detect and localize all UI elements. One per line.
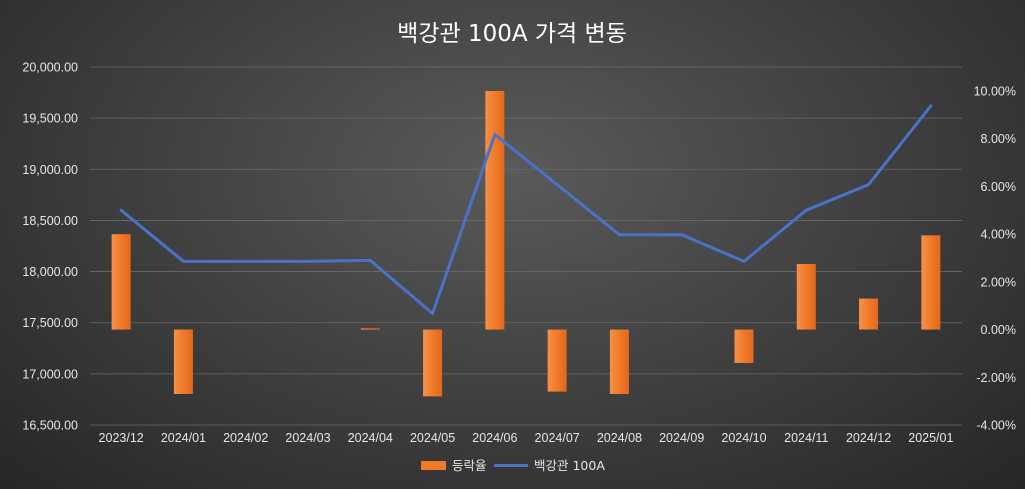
right-tick-label: -4.00% <box>976 419 1016 433</box>
right-tick-label: 4.00% <box>981 228 1016 242</box>
x-axis: 2023/12 2024/01 2024/02 2024/03 2024/04 2024/… <box>99 431 954 445</box>
legend: 등락율 백강관 100A <box>421 458 605 473</box>
x-tick-label: 2024/08 <box>597 431 642 445</box>
legend-label-price: 백강관 100A <box>534 458 605 473</box>
left-tick-label: 19,000.00 <box>22 163 78 177</box>
chart-title: 백강관 100A 가격 변동 <box>397 21 627 47</box>
left-tick-label: 17,500.00 <box>22 316 78 330</box>
bar <box>111 234 131 330</box>
bar <box>921 235 941 330</box>
legend-swatch-bar <box>421 461 446 470</box>
bar <box>859 298 879 330</box>
x-tick-label: 2025/01 <box>908 431 953 445</box>
left-tick-label: 17,000.00 <box>22 367 78 381</box>
left-tick-label: 19,500.00 <box>22 112 78 126</box>
x-tick-label: 2024/03 <box>285 431 330 445</box>
right-y-axis: -4.00% -2.00% 0.00% 2.00% 4.00% 6.00% 8.00% 10.… <box>974 85 1016 433</box>
right-tick-label: 8.00% <box>981 132 1016 146</box>
left-tick-label: 18,500.00 <box>22 214 78 228</box>
x-tick-label: 2024/06 <box>472 431 517 445</box>
x-tick-label: 2024/01 <box>161 431 206 445</box>
bar <box>734 329 754 363</box>
line-series-price <box>119 104 933 316</box>
x-tick-label: 2024/11 <box>784 431 828 445</box>
gridlines <box>90 66 962 426</box>
right-tick-label: -2.00% <box>976 371 1016 385</box>
bar-series-rate <box>111 91 941 397</box>
x-tick-label: 2024/05 <box>410 431 455 445</box>
x-tick-label: 2023/12 <box>99 431 144 445</box>
bar <box>547 329 567 392</box>
bar <box>796 263 816 330</box>
x-tick-label: 2024/09 <box>659 431 704 445</box>
right-tick-label: 0.00% <box>981 323 1016 337</box>
x-tick-label: 2024/07 <box>535 431 580 445</box>
right-tick-label: 10.00% <box>974 85 1016 99</box>
left-tick-label: 18,000.00 <box>22 265 78 279</box>
x-tick-label: 2024/12 <box>846 431 891 445</box>
x-tick-label: 2024/10 <box>721 431 766 445</box>
bar <box>485 91 505 330</box>
bar <box>423 329 443 397</box>
x-tick-label: 2024/02 <box>223 431 268 445</box>
right-tick-label: 6.00% <box>981 180 1016 194</box>
left-tick-label: 20,000.00 <box>22 61 78 75</box>
legend-label-rate: 등락율 <box>452 458 487 473</box>
left-y-axis: 16,500.00 17,000.00 17,500.00 18,000.00 18,5… <box>22 61 78 433</box>
bar <box>609 329 629 394</box>
right-tick-label: 2.00% <box>981 275 1016 289</box>
left-tick-label: 16,500.00 <box>22 419 78 433</box>
price-line <box>119 104 933 316</box>
bar <box>173 329 193 394</box>
x-tick-label: 2024/04 <box>348 431 393 445</box>
bar <box>360 328 380 330</box>
